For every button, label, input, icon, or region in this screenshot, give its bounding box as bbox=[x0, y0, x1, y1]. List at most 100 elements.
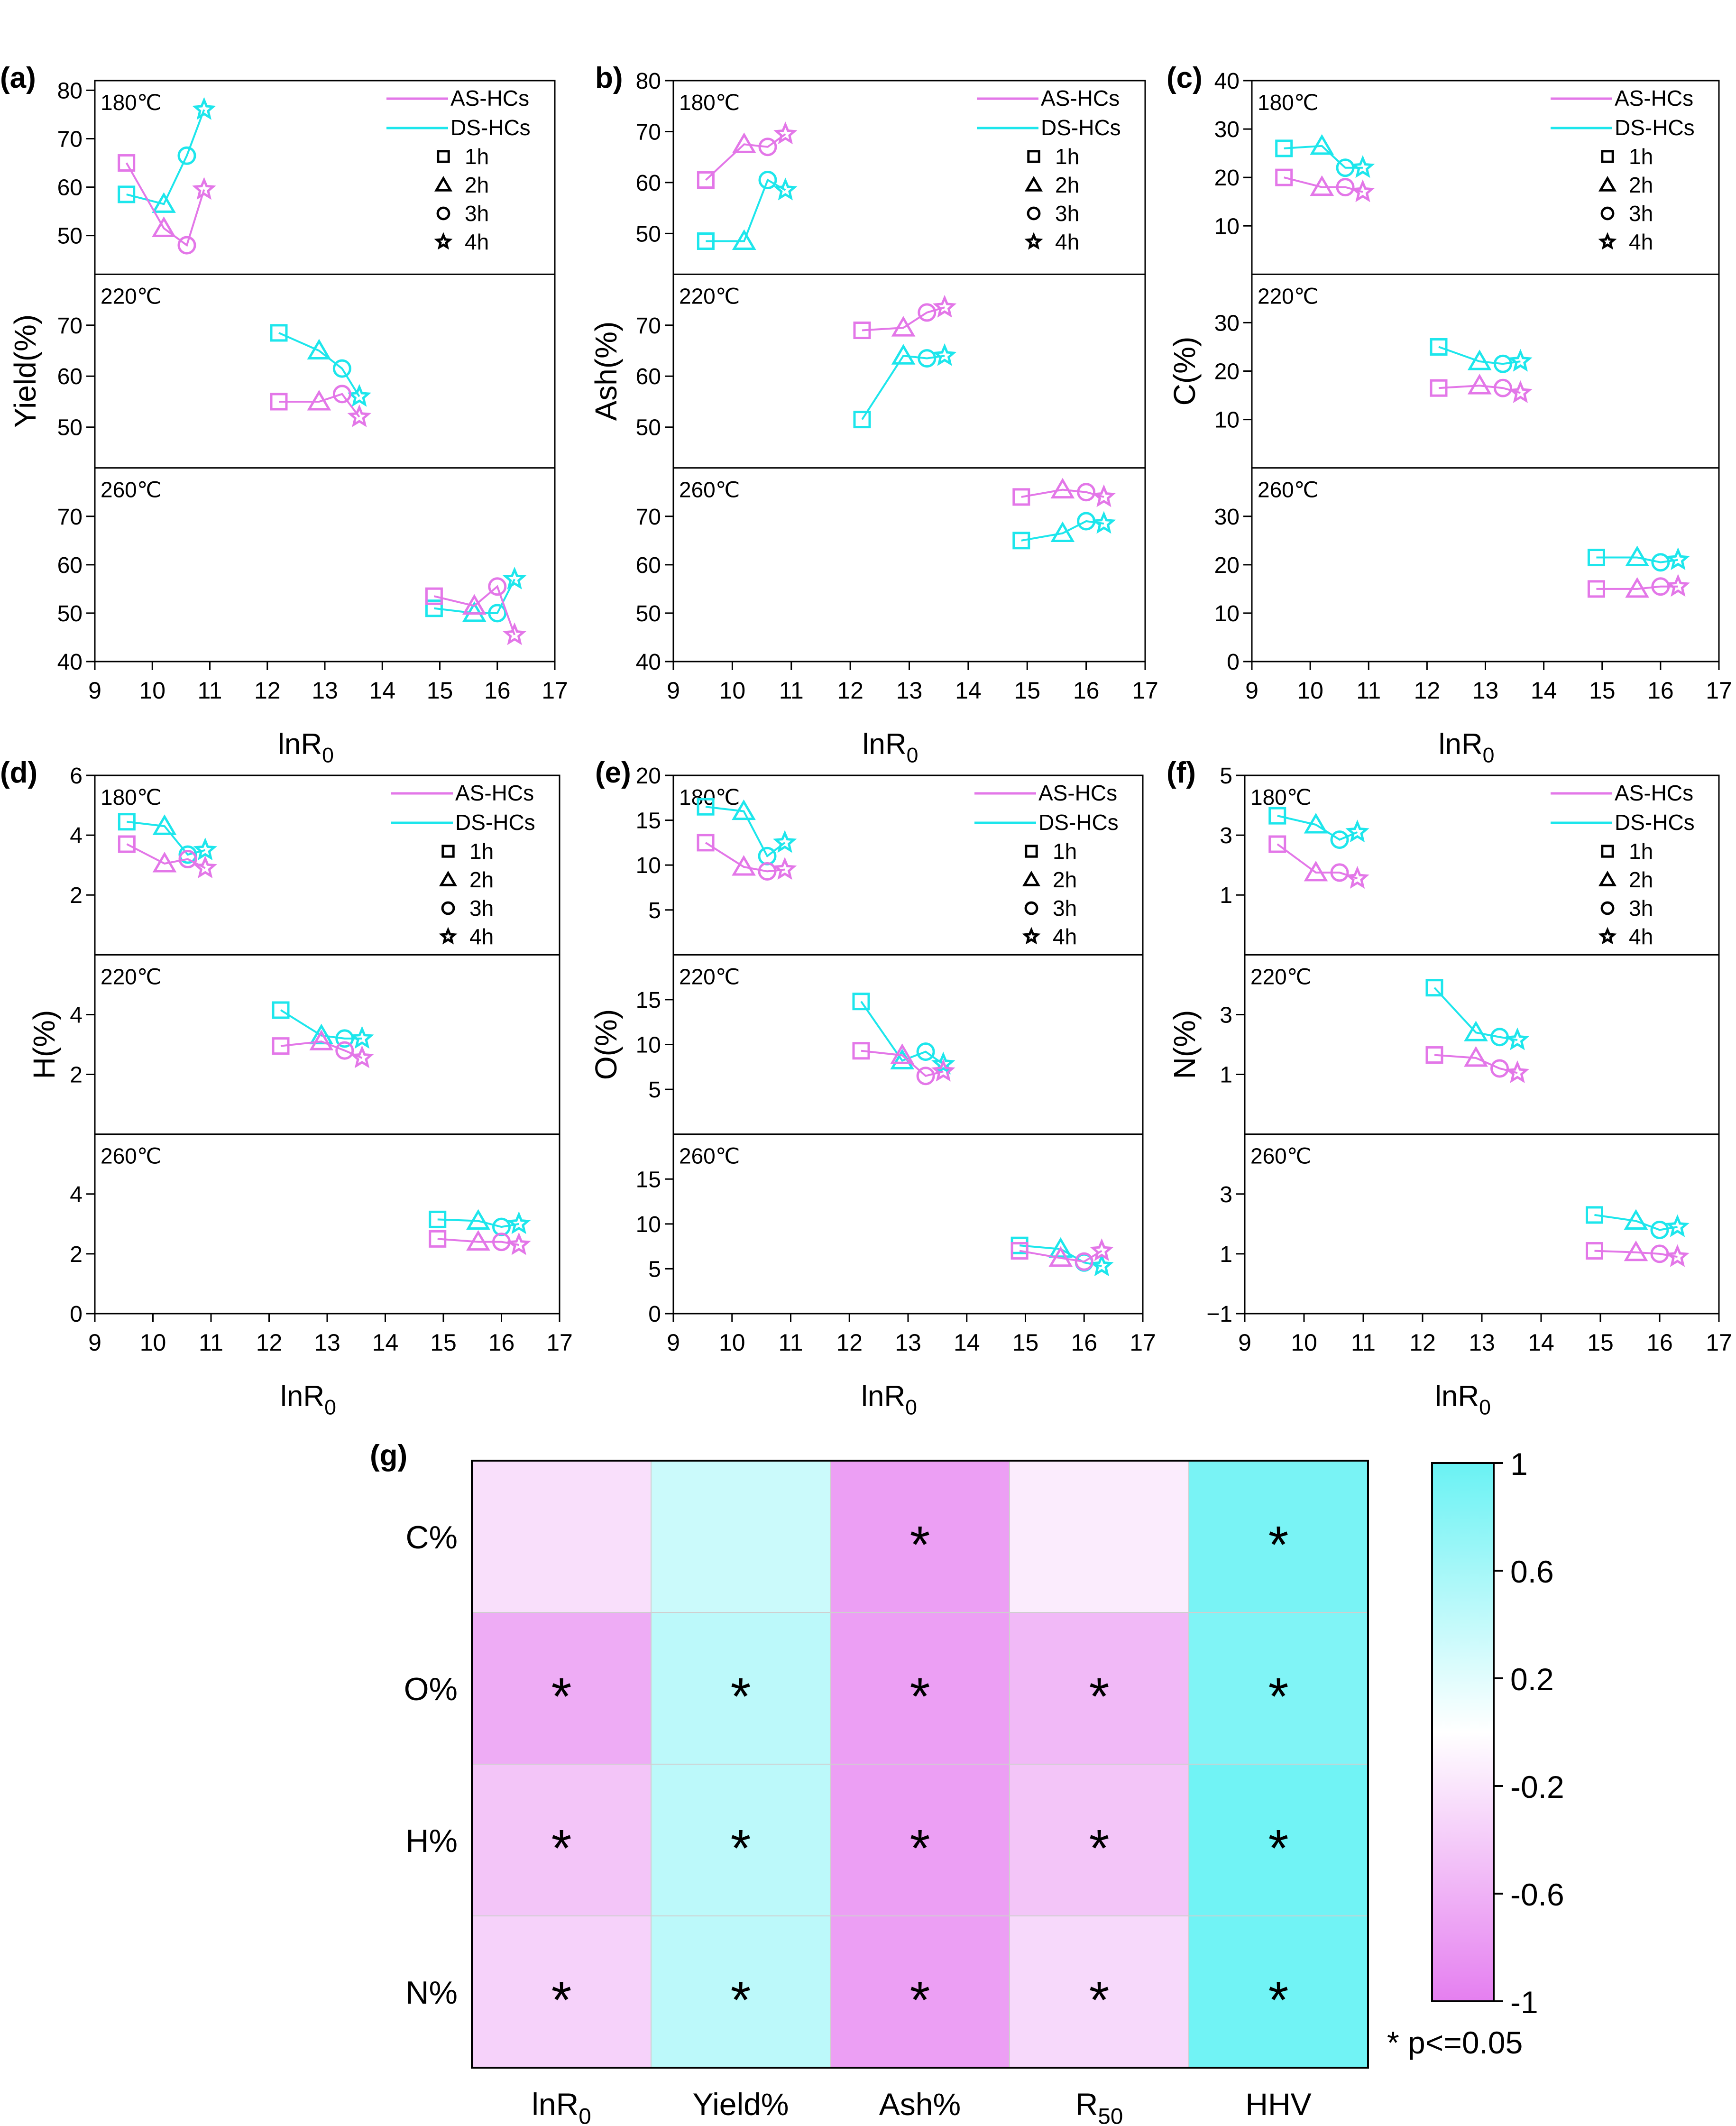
panel2-ds-line bbox=[1596, 556, 1679, 563]
heatmap-col-label: lnR0 bbox=[532, 2087, 591, 2126]
heatmap-star: * bbox=[1268, 1667, 1289, 1726]
panel1-xlabel-main: lnR bbox=[863, 728, 907, 761]
panel4-ytick-label: 20 bbox=[636, 764, 661, 789]
panel2-ytick-label: 10 bbox=[1214, 408, 1240, 433]
panel0-legend-marker bbox=[436, 206, 450, 221]
panel2-legend-time: 2h bbox=[1629, 173, 1653, 197]
panel0-legend-time: 1h bbox=[465, 144, 489, 169]
heatmap-cell bbox=[830, 1460, 1010, 1613]
panel3-ytick-label: 4 bbox=[70, 1003, 83, 1028]
panel1-ytick-label: 50 bbox=[636, 221, 661, 247]
panel4-ds-point bbox=[852, 993, 870, 1011]
heatmap-panel-label: (g) bbox=[370, 1439, 407, 1472]
panel5-ds-point bbox=[1650, 1220, 1669, 1239]
panel0-ds-line bbox=[126, 109, 205, 205]
colorbar-tick-label: 0.6 bbox=[1510, 1554, 1554, 1589]
panel2-as-point bbox=[1493, 378, 1512, 397]
panel4-ytick-label: 15 bbox=[636, 809, 661, 834]
panel5-legend-marker bbox=[1600, 901, 1615, 915]
panel5-temp-label: 220℃ bbox=[1250, 964, 1311, 989]
panel3-as-point bbox=[335, 1041, 354, 1060]
panel0-ytick-label: 80 bbox=[57, 78, 83, 103]
panel4-ytick-label: 15 bbox=[636, 988, 661, 1013]
colorbar-tick-label: -0.2 bbox=[1510, 1769, 1564, 1804]
panel3-xlabel-sub: 0 bbox=[324, 1396, 336, 1419]
panel2-ylabel: C(%) bbox=[1167, 337, 1202, 406]
panel2-ytick-label: 0 bbox=[1227, 650, 1240, 675]
panel4-label: (e) bbox=[595, 756, 631, 789]
panel0-label: (a) bbox=[0, 62, 36, 94]
panel4-legend-marker bbox=[1022, 927, 1041, 945]
panel5-ytick-label: 5 bbox=[1220, 764, 1232, 789]
panel0-legend-marker bbox=[434, 232, 453, 250]
panel0-xtick-label: 17 bbox=[542, 677, 568, 704]
panel1-ytick-label: 80 bbox=[636, 69, 661, 94]
panel5-ylabel: N(%) bbox=[1167, 1010, 1202, 1079]
panel0-ds-point bbox=[332, 359, 351, 378]
panel4-temp-label: 220℃ bbox=[679, 964, 740, 989]
panel3-ds-point bbox=[118, 813, 136, 831]
heatmap-star: * bbox=[910, 1667, 930, 1726]
heatmap-col-label: Yield% bbox=[693, 2087, 789, 2122]
panel1-xtick-label: 17 bbox=[1132, 677, 1158, 704]
panel1-legend-marker bbox=[1027, 206, 1041, 221]
heatmap-star: * bbox=[910, 1516, 930, 1574]
panel3-legend-marker bbox=[441, 901, 455, 915]
panel5-legend-marker bbox=[1601, 845, 1614, 858]
panel1-temp-label: 180℃ bbox=[679, 90, 740, 115]
panel2-ds-point bbox=[1625, 545, 1649, 567]
panel5-xtick-label: 17 bbox=[1706, 1329, 1732, 1356]
panel4-ytick-label: 5 bbox=[648, 898, 661, 923]
panel3-as-point bbox=[272, 1037, 290, 1055]
panel4-xtick-label: 9 bbox=[667, 1329, 680, 1356]
panel2-xtick-label: 9 bbox=[1245, 677, 1258, 704]
panel1-as-point bbox=[758, 138, 777, 156]
heatmap-star: * bbox=[1089, 1819, 1110, 1878]
panel0-xtick-label: 10 bbox=[139, 677, 165, 704]
panel5-as-point bbox=[1345, 865, 1369, 889]
panel3-as-point bbox=[507, 1232, 531, 1255]
panel2-xlabel: lnR0 bbox=[1439, 728, 1495, 767]
heatmap-col-label: Ash% bbox=[879, 2087, 961, 2122]
panel4-legend-marker bbox=[1022, 871, 1041, 886]
panel0-as-point bbox=[118, 154, 136, 172]
panel1-xtick-label: 16 bbox=[1073, 677, 1100, 704]
panel3-temp-label: 260℃ bbox=[101, 1144, 161, 1169]
panel4-as-point bbox=[852, 1042, 870, 1060]
heatmap-cell bbox=[1009, 1764, 1189, 1916]
panel1-legend-time: 2h bbox=[1055, 173, 1079, 197]
panel1-as-point bbox=[1050, 478, 1075, 499]
panel0-as-point bbox=[177, 236, 196, 255]
panel5-ytick-label: 3 bbox=[1220, 1182, 1232, 1207]
panel3-legend-time: 4h bbox=[469, 924, 494, 949]
panel1-ytick-label: 60 bbox=[636, 553, 661, 578]
panel4-as-point bbox=[1010, 1242, 1029, 1260]
panel2-xtick-label: 13 bbox=[1472, 677, 1499, 704]
panel5-as-point bbox=[1425, 1046, 1443, 1064]
panel5-ds-point bbox=[1586, 1206, 1603, 1224]
panel1-ytick-label: 60 bbox=[636, 364, 661, 389]
panel3-ytick-label: 4 bbox=[70, 1182, 83, 1207]
panel5-legend-time: 3h bbox=[1629, 896, 1653, 920]
panel3-ds-point bbox=[429, 1210, 447, 1228]
panel0-xlabel-sub: 0 bbox=[322, 744, 334, 767]
panel4-legend-time: 3h bbox=[1053, 896, 1077, 920]
heatmap-star: * bbox=[551, 1971, 572, 2029]
panel0-legend-time: 2h bbox=[465, 173, 489, 197]
panel1-legend-series: DS-HCs bbox=[1041, 115, 1121, 140]
panel3-xtick-label: 12 bbox=[256, 1329, 283, 1356]
panel1-ds-point bbox=[1012, 532, 1030, 550]
panel0-ytick-label: 50 bbox=[57, 601, 83, 626]
panel1-legend-time: 1h bbox=[1055, 144, 1079, 169]
panel5-as-point bbox=[1490, 1059, 1509, 1078]
panel0-ytick-label: 70 bbox=[57, 505, 83, 530]
panel5-xtick-label: 16 bbox=[1646, 1329, 1673, 1356]
panel0-as-point bbox=[270, 393, 288, 411]
panel2-ds-point bbox=[1508, 349, 1533, 372]
panel4-ds-line bbox=[705, 806, 786, 858]
panel2-ds-point bbox=[1275, 139, 1293, 157]
panel5-ds-point bbox=[1624, 1209, 1648, 1230]
heatmap-col-label: HHV bbox=[1245, 2087, 1311, 2122]
heatmap-cell bbox=[1188, 1460, 1369, 1613]
panel0-xtick-label: 13 bbox=[312, 677, 338, 704]
